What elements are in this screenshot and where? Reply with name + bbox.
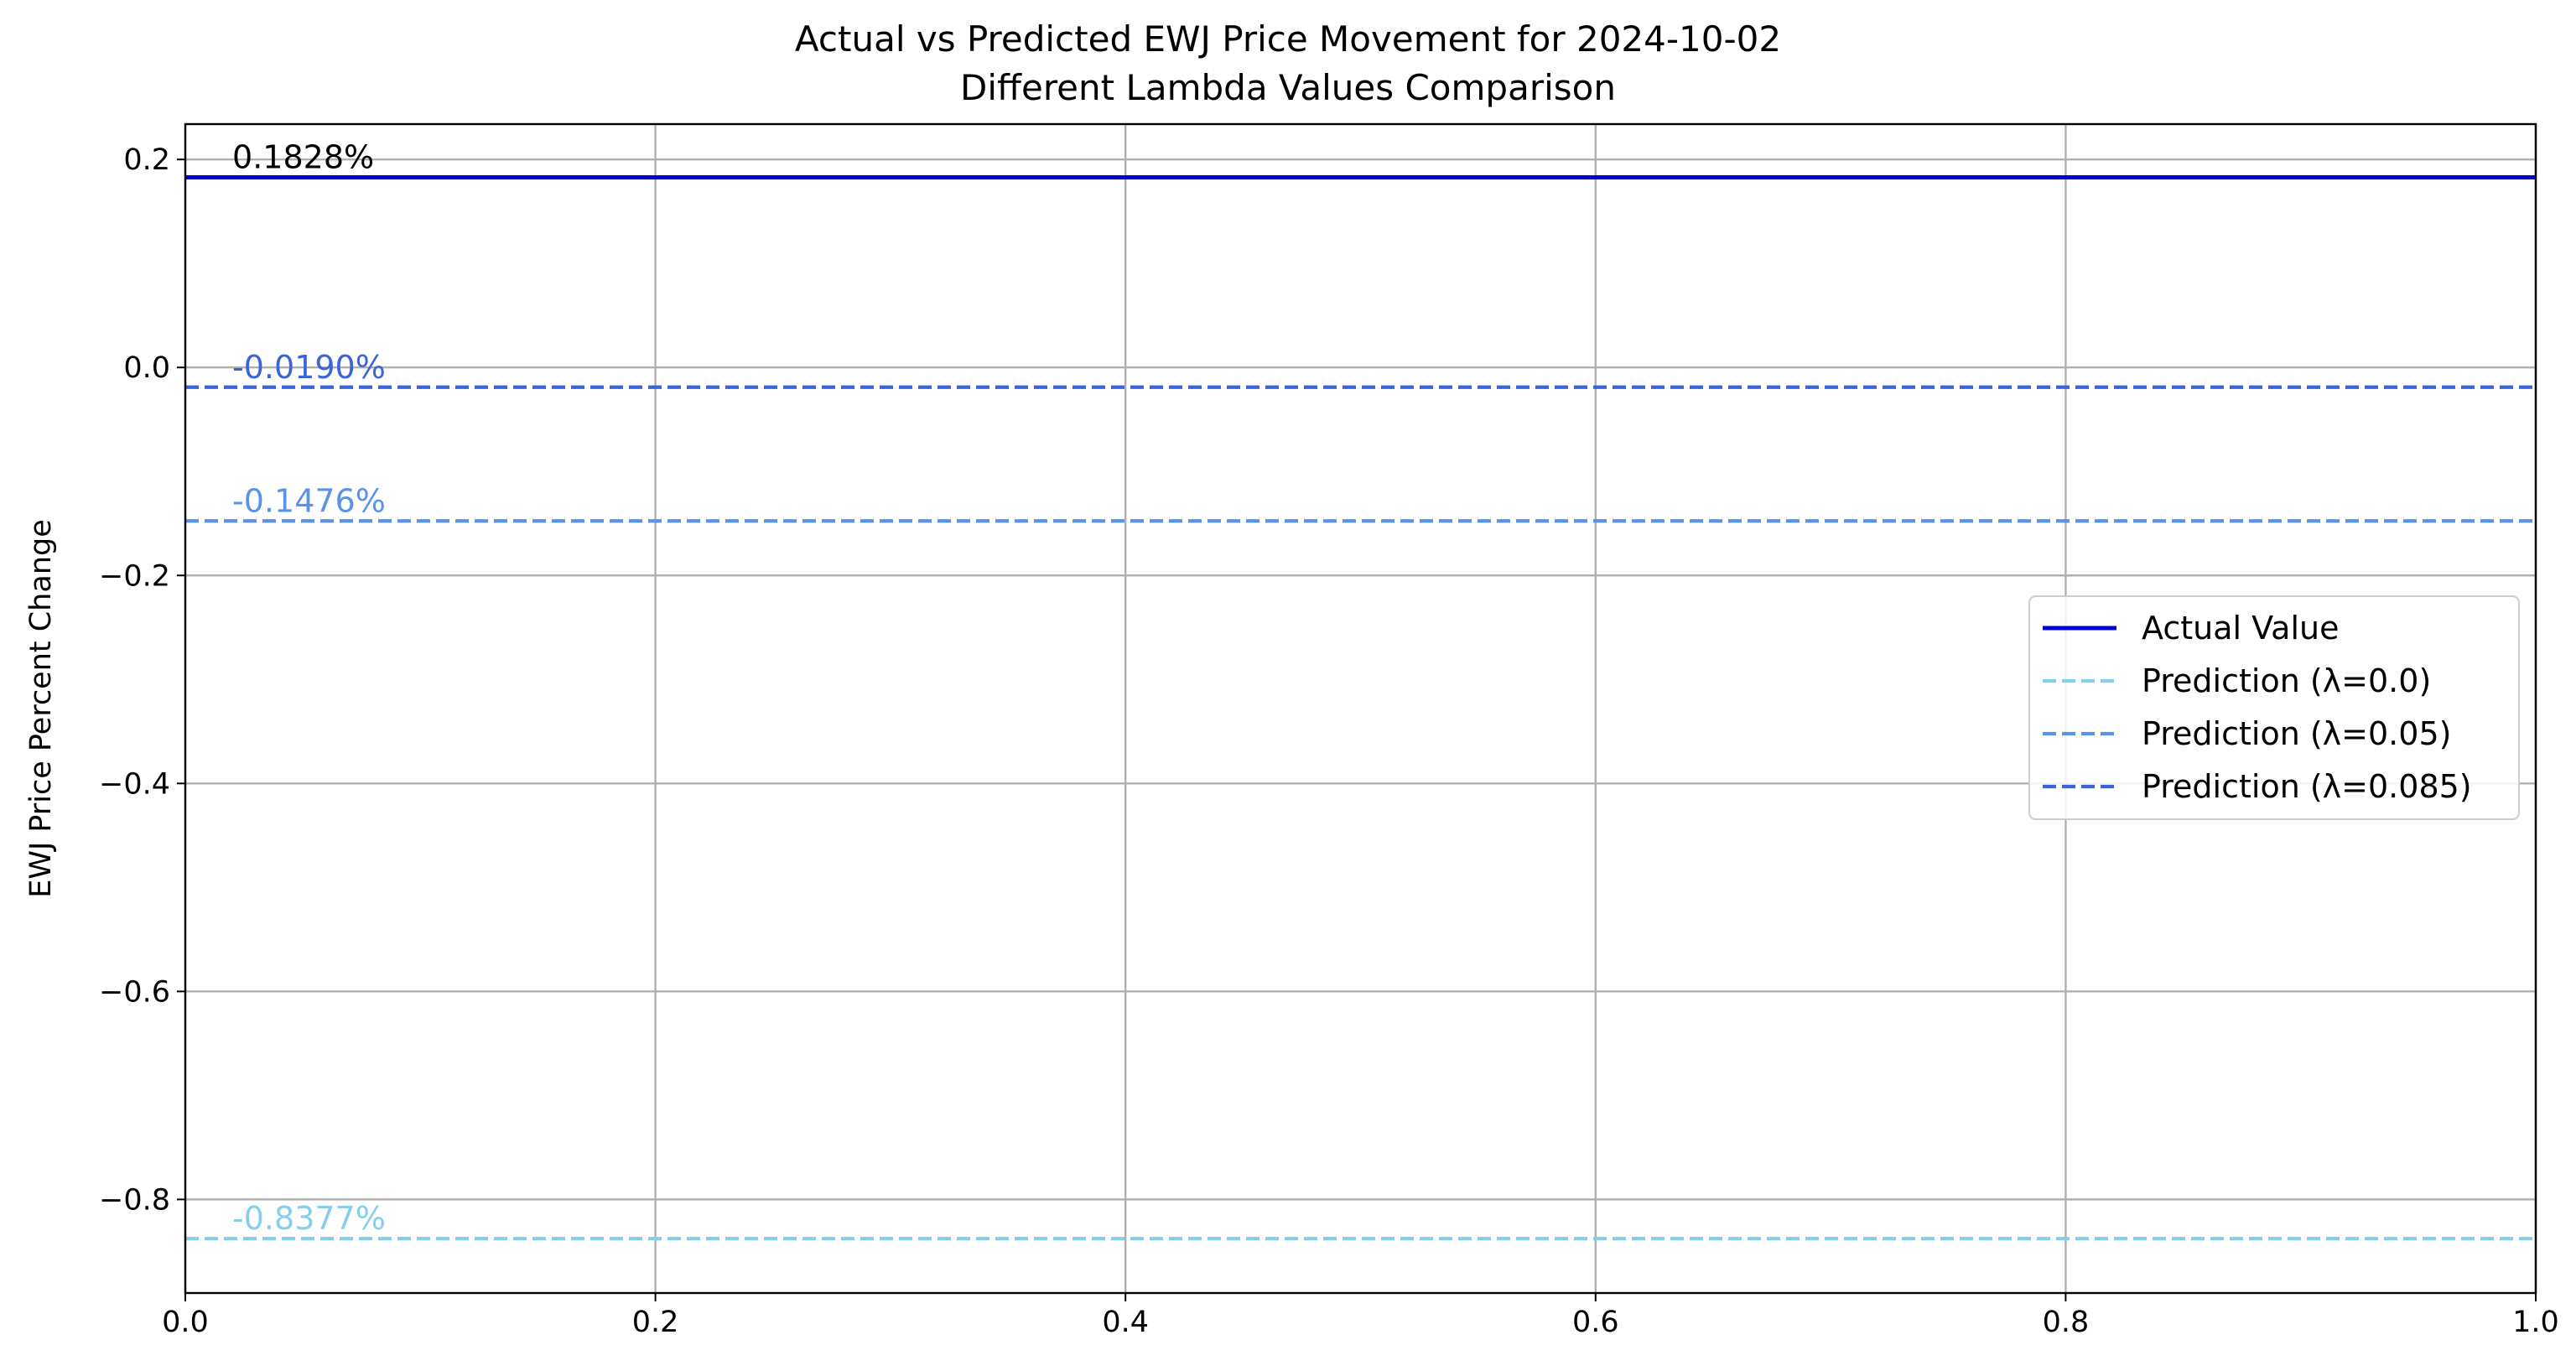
- x-tick-label: 0.8: [2043, 1306, 2090, 1339]
- y-axis-label: EWJ Price Percent Change: [24, 519, 58, 898]
- legend-label-2: Prediction (λ=0.05): [2142, 715, 2451, 752]
- x-tick-label: 1.0: [2512, 1306, 2559, 1339]
- x-tick-label: 0.0: [162, 1306, 209, 1339]
- chart-subtitle: Different Lambda Values Comparison: [960, 67, 1616, 108]
- legend-label-1: Prediction (λ=0.0): [2142, 662, 2431, 699]
- value-annotation-2: -0.1476%: [232, 482, 386, 519]
- value-annotation-3: -0.0190%: [232, 349, 386, 386]
- y-tick-label: −0.2: [99, 559, 170, 593]
- y-tick-label: −0.6: [99, 975, 170, 1009]
- x-tick-label: 0.6: [1572, 1306, 1619, 1339]
- x-tick-label: 0.2: [632, 1306, 679, 1339]
- legend-label-0: Actual Value: [2142, 610, 2339, 647]
- y-tick-label: −0.4: [99, 767, 170, 801]
- legend-label-3: Prediction (λ=0.085): [2142, 768, 2472, 805]
- y-tick-label: 0.2: [123, 143, 170, 177]
- value-annotations: 0.1828% -0.8377% -0.1476% -0.0190%: [232, 138, 386, 1237]
- plot-frame: [184, 122, 2537, 1295]
- y-tick-label: 0.0: [123, 351, 170, 385]
- legend: Actual Value Prediction (λ=0.0) Prediction…: [2028, 595, 2520, 820]
- series-lines: [185, 174, 2536, 1241]
- value-annotation-1: -0.8377%: [232, 1200, 386, 1237]
- legend-box: [2028, 595, 2520, 820]
- chart-title: Actual vs Predicted EWJ Price Movement f…: [795, 18, 1781, 60]
- value-annotation-0: 0.1828%: [232, 138, 374, 175]
- y-tick-label: −0.8: [99, 1183, 170, 1217]
- x-tick-label: 0.4: [1102, 1306, 1149, 1339]
- axis-ticks: 0.0 0.2 0.4 0.6 0.8 1.0 0.2 0.0 −0.2 −0.4 −0.6 −0.8: [99, 143, 2559, 1339]
